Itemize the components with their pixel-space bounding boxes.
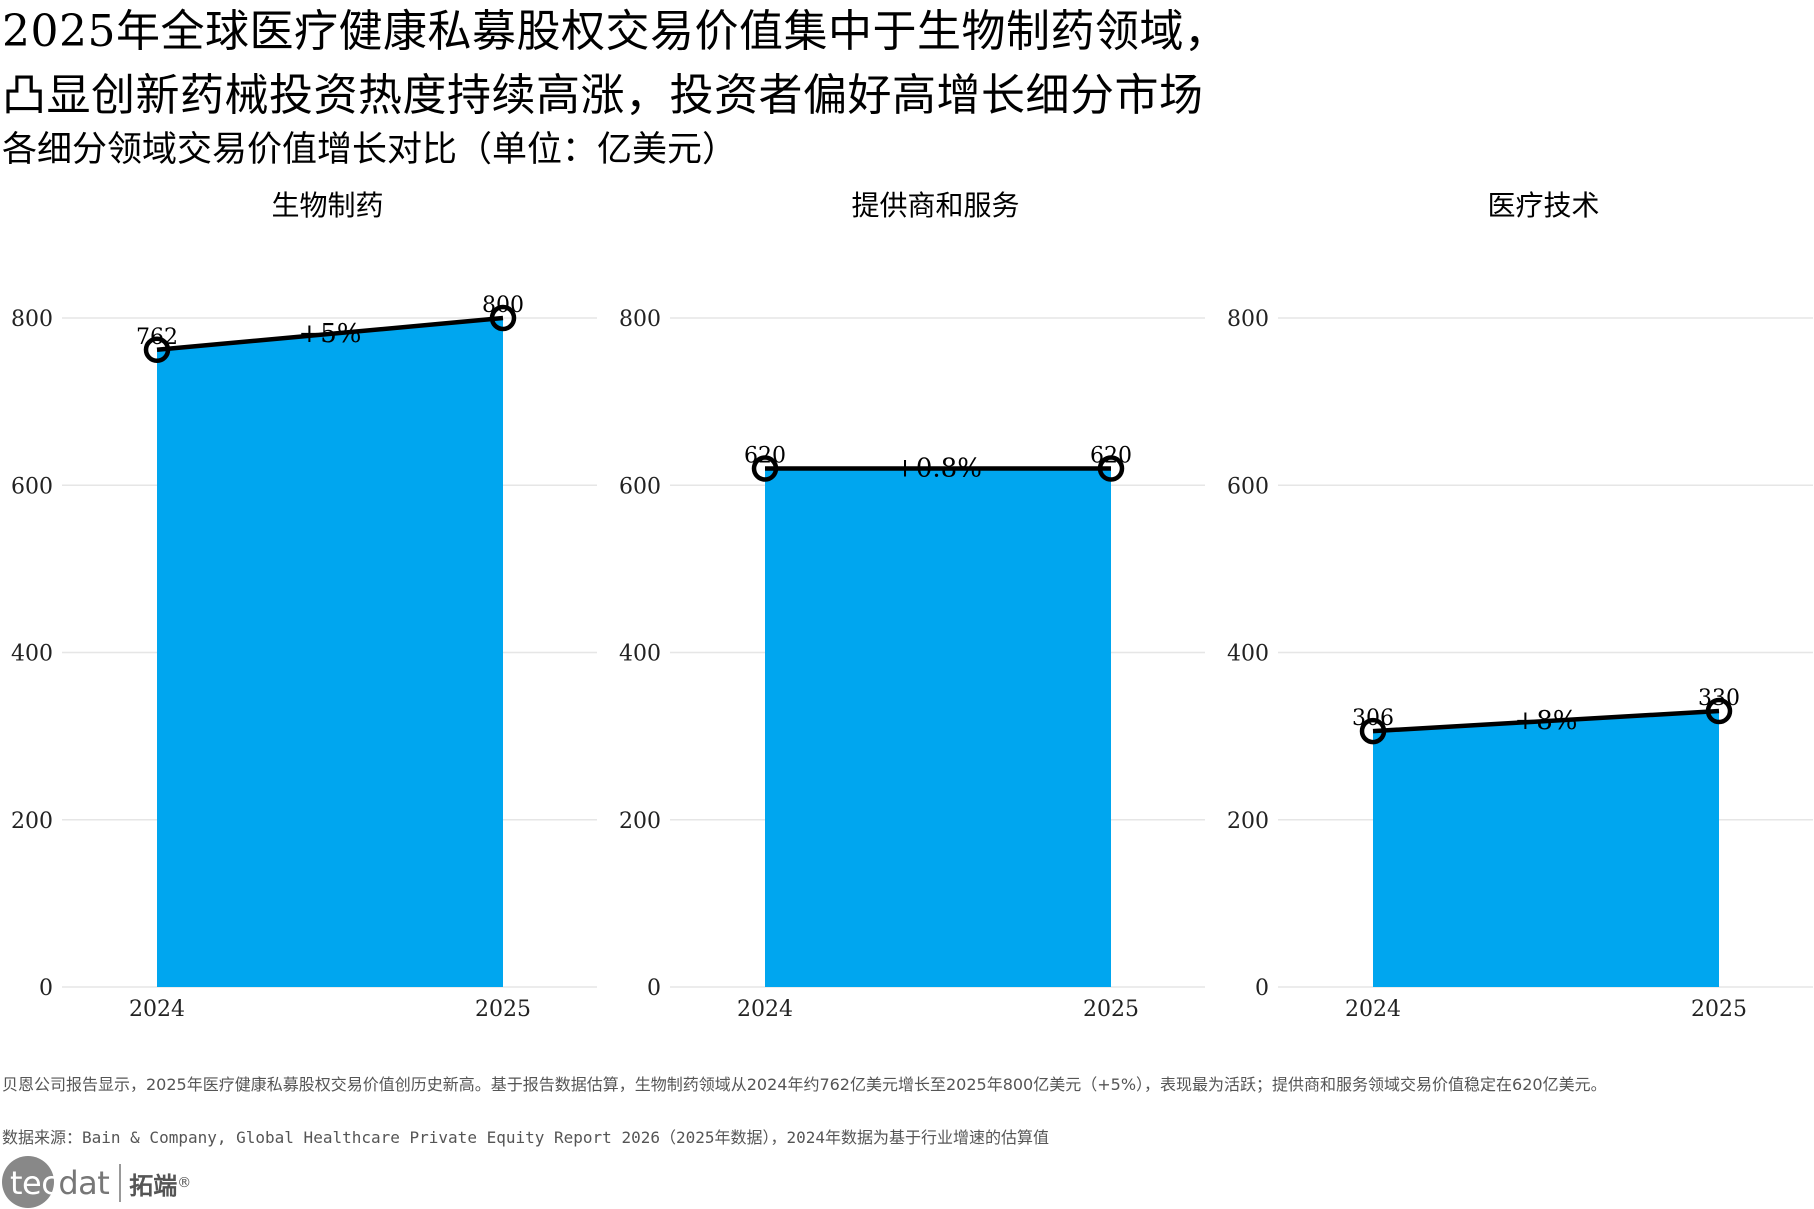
title-line-2: 凸显创新药械投资热度持续高涨，投资者偏好高增长细分市场 [2,70,1204,121]
data-point [1705,697,1733,725]
area-fill [157,318,503,987]
faceted-area-charts: 生物制药 0 200 400 600 800 762 800 +5% 2024 2025 提供商和服务… [11,189,1813,1022]
data-label: 762 [136,325,178,350]
y-tick-label: 600 [619,474,661,499]
data-point [751,455,779,482]
y-tick-label: 200 [1227,809,1269,834]
series-line [156,315,504,353]
data-point [1097,455,1125,482]
y-tick-label: 0 [1255,976,1269,1001]
x-tick-label: 2025 [1691,997,1747,1022]
panel-title: 提供商和服务 [851,189,1019,222]
y-tick-label: 400 [619,642,661,667]
series-line [1372,708,1720,734]
y-tick-label: 800 [1227,307,1269,332]
data-point [489,304,517,332]
data-label: 620 [1090,444,1132,469]
data-point [143,336,171,364]
growth-label: +8% [1514,706,1577,736]
logo-divider [119,1164,122,1202]
y-tick-label: 400 [11,642,53,667]
data-label: 330 [1698,686,1740,711]
y-tick-label: 600 [1227,474,1269,499]
area-fill [1373,711,1719,987]
panel-title: 医疗技术 [1487,189,1599,222]
chart-note: 贝恩公司报告显示，2025年医疗健康私募股权交易价值创历史新高。基于报告数据估算… [2,1075,1607,1094]
logo-circle-icon [2,1156,54,1208]
x-tick-label: 2025 [1083,997,1139,1022]
brand-logo: tec dat 拓端 ® [2,1156,192,1208]
growth-label: +0.8% [894,454,982,484]
y-tick-label: 800 [619,307,661,332]
chart-title: 2025年全球医疗健康私募股权交易价值集中于生物制药领域， 凸显创新药械投资热度… [2,0,1228,128]
panel-title: 生物制药 [271,189,383,222]
data-label: 620 [744,444,786,469]
y-tick-label: 400 [1227,642,1269,667]
area-fill [765,468,1111,987]
logo-text-tec: tec [10,1164,59,1202]
y-tick-label: 600 [11,474,53,499]
data-label: 800 [482,293,524,318]
x-tick-label: 2025 [475,997,531,1022]
growth-label: +5% [298,319,361,349]
x-tick-label: 2024 [1345,997,1401,1022]
y-tick-label: 200 [619,809,661,834]
y-tick-label: 0 [647,976,661,1001]
data-source: 数据来源：Bain & Company, Global Healthcare P… [2,1128,1050,1147]
logo-text-chinese: 拓端 [129,1171,178,1200]
data-label: 306 [1352,706,1394,731]
y-tick-label: 800 [11,307,53,332]
title-line-1: 2025年全球医疗健康私募股权交易价值集中于生物制药领域， [2,6,1229,57]
logo-registered-mark: ® [177,1175,192,1191]
chart-subtitle: 各细分领域交易价值增长对比（单位：亿美元） [2,130,738,170]
y-tick-label: 0 [39,976,53,1001]
x-tick-label: 2024 [737,997,793,1022]
y-tick-label: 200 [11,809,53,834]
x-tick-label: 2024 [129,997,185,1022]
data-point [1359,717,1387,745]
logo-text-dat: dat [58,1164,110,1202]
